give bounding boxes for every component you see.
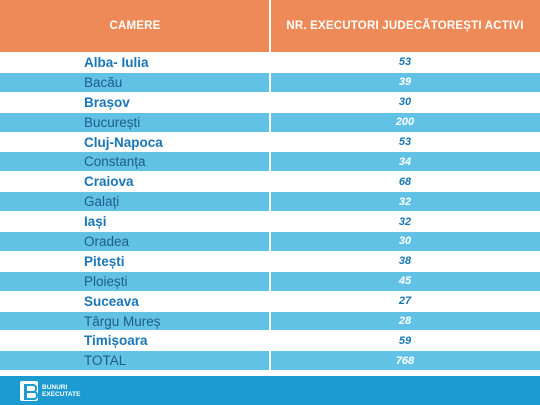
camera-name: Pitești (84, 253, 125, 269)
column-divider (269, 152, 271, 172)
logo-text-line2: EXECUTATE (42, 391, 81, 398)
camera-name: Târgu Mureș (84, 313, 161, 329)
column-divider (269, 291, 271, 311)
table-row: Brașov 30 (0, 92, 540, 113)
executori-count: 53 (398, 56, 412, 69)
camera-name: București (84, 114, 141, 130)
column-divider (269, 192, 271, 212)
column-header-camere: CAMERE (109, 20, 161, 32)
total-value: 768 (395, 354, 415, 367)
camera-name: Oradea (84, 233, 130, 249)
executori-count: 38 (398, 255, 412, 268)
executori-count: 68 (398, 175, 412, 188)
table-row: Craiova 68 (0, 172, 540, 193)
executori-count: 45 (398, 275, 412, 288)
table-row: Timișoara 59 (0, 331, 540, 352)
table-row: Alba- Iulia 53 (0, 53, 540, 73)
table-row: Târgu Mureș 28 (0, 311, 540, 332)
table-row: Galați 32 (0, 192, 540, 213)
executori-count: 53 (398, 136, 412, 148)
table-header: CAMERE NR. EXECUTORI JUDECĂTOREȘTI ACTIV… (0, 0, 540, 52)
table-row: Constanța 34 (0, 152, 540, 173)
executori-count: 28 (398, 315, 412, 328)
header-divider (269, 0, 271, 52)
executori-count: 200 (395, 116, 415, 129)
camera-name: Alba- Iulia (84, 54, 149, 70)
table-body: Alba- Iulia 53 Bacău 39 Brașov 30 București 200… (0, 53, 540, 372)
table-row: București 200 (0, 112, 540, 133)
column-divider (269, 271, 271, 291)
column-divider (269, 53, 271, 72)
camera-name: Craiova (84, 174, 134, 190)
column-divider (269, 112, 271, 132)
table-row: Iași 32 (0, 212, 540, 233)
b-logo-icon (20, 381, 38, 401)
column-divider (269, 331, 271, 351)
camera-name: Iași (84, 214, 107, 230)
camera-name: Cluj-Napoca (84, 134, 163, 150)
table-row: Ploiești 45 (0, 271, 540, 292)
executori-count: 59 (398, 334, 412, 347)
camera-name: Ploiești (84, 273, 128, 289)
logo-text-line1: BUNURI (42, 384, 68, 391)
column-divider (269, 172, 271, 192)
table-row: Oradea 30 (0, 232, 540, 252)
executori-count: 27 (398, 295, 412, 308)
camera-name: Constanța (84, 154, 146, 170)
total-row: TOTAL 768 (0, 351, 540, 372)
executori-count: 32 (398, 215, 412, 228)
executori-count: 30 (398, 96, 412, 109)
executori-count: 39 (398, 76, 412, 89)
table-row: Pitești 38 (0, 251, 540, 272)
table-row: Suceava 27 (0, 291, 540, 312)
table-row: Cluj-Napoca 53 (0, 132, 540, 153)
total-label: TOTAL (84, 353, 127, 369)
column-divider (269, 311, 271, 331)
column-divider (269, 132, 271, 152)
camera-name: Brașov (84, 94, 130, 110)
table-row: Bacău 39 (0, 72, 540, 93)
executori-count: 32 (398, 195, 412, 208)
camera-name: Timișoara (84, 333, 148, 349)
camera-name: Suceava (84, 293, 139, 309)
footer-bar: BUNURI EXECUTATE (0, 376, 540, 405)
camera-name: Galați (84, 194, 120, 210)
camera-name: Bacău (84, 74, 123, 90)
executori-count: 30 (398, 235, 412, 248)
column-divider (269, 212, 271, 232)
executori-count: 34 (398, 155, 412, 168)
column-divider (269, 92, 271, 112)
column-divider (269, 72, 271, 92)
column-divider (269, 232, 271, 251)
column-divider (269, 351, 271, 371)
column-header-executori: NR. EXECUTORI JUDECĂTOREȘTI ACTIVI (286, 20, 524, 32)
column-divider (269, 251, 271, 271)
bunuri-executate-logo: BUNURI EXECUTATE (20, 380, 80, 402)
